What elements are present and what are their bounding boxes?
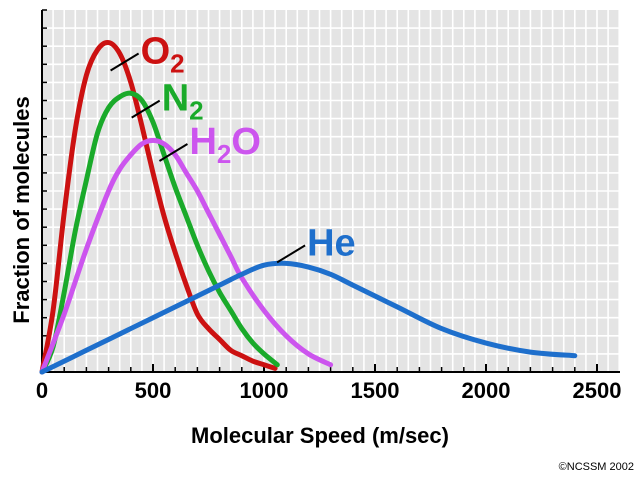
series-label-subscript: 2 [170, 49, 184, 79]
series-line-n [39, 90, 280, 375]
grid [42, 10, 621, 372]
leader-line [158, 143, 188, 162]
copyright-text: ©NCSSM 2002 [558, 461, 634, 473]
series-label-main: H [189, 121, 216, 163]
series-label-suffix: O [231, 121, 261, 163]
series-label-main: He [307, 222, 356, 264]
series-label-subscript: 2 [189, 96, 203, 126]
x-tick-label: 1500 [351, 378, 400, 403]
series-label: H2O [189, 121, 260, 169]
x-tick-label: 2500 [573, 378, 622, 403]
x-tick-label: 2000 [462, 378, 511, 403]
series-label-subscript: 2 [217, 139, 231, 169]
x-axis-label: Molecular Speed (m/sec) [191, 423, 449, 448]
series-layer [39, 39, 578, 375]
leader-line [131, 99, 161, 119]
x-tick-label: 1000 [240, 378, 289, 403]
leader-line [276, 244, 306, 264]
series-line-he [39, 260, 578, 375]
leader-line [110, 52, 140, 72]
series-label-main: N [162, 78, 189, 120]
series-label-main: O [141, 31, 171, 73]
series-line-o [39, 39, 278, 375]
y-axis-label: Fraction of molecules [9, 96, 34, 324]
x-tick-label: 500 [135, 378, 172, 403]
series-line-h [39, 137, 334, 375]
series-label: O2 [141, 31, 185, 79]
series-label: He [307, 222, 356, 264]
series-label: N2 [162, 78, 204, 126]
x-tick-label: 0 [36, 378, 48, 403]
